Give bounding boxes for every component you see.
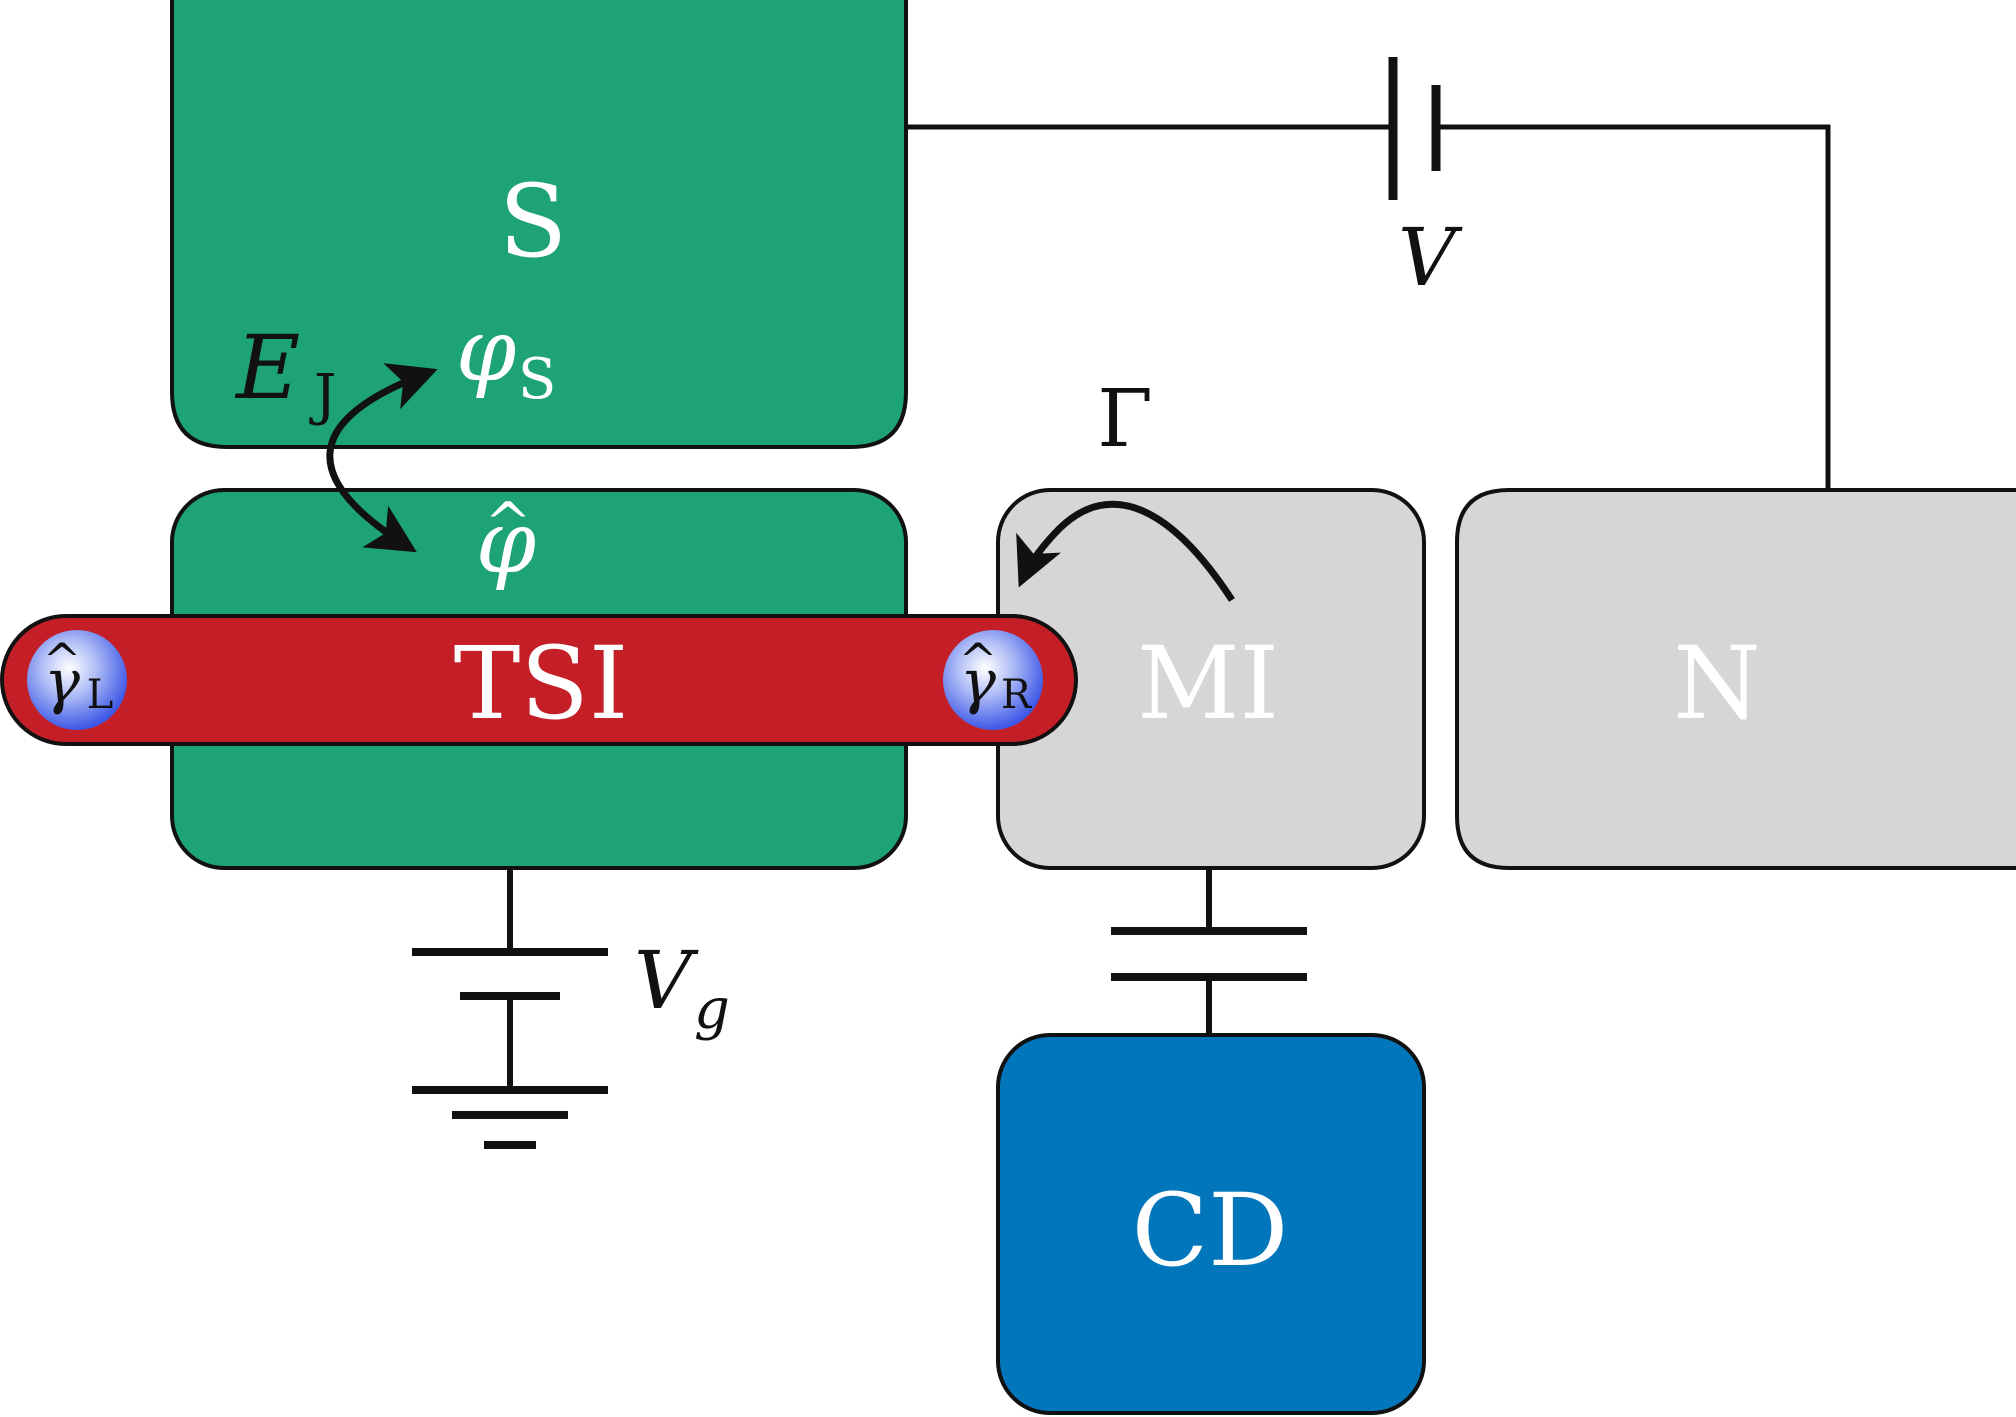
- superconductor-label: S: [499, 163, 568, 280]
- normal-lead-block: N: [1455, 488, 2016, 870]
- tsi-label: TSI: [454, 625, 629, 742]
- bias-circuit: [906, 124, 1831, 490]
- phase-s-symbol: φ: [456, 301, 516, 401]
- bias-voltage-label: V: [1398, 211, 1463, 304]
- majorana-right-hat: ^: [959, 633, 998, 687]
- charge-detector-shape: [996, 1033, 1426, 1415]
- tsi-shape: [0, 614, 1078, 746]
- josephson-coupling-arrow: [326, 363, 438, 553]
- phase-operator-label: ^ φ: [476, 491, 536, 593]
- gate-voltage-symbol: V: [634, 934, 699, 1027]
- josephson-label: E J: [234, 316, 336, 428]
- superconductor-shape: [170, 0, 908, 449]
- phase-operator-hat: ^: [485, 491, 532, 556]
- majorana-left-sphere: [27, 630, 127, 730]
- gate-voltage-label: V g: [634, 934, 730, 1042]
- gate-voltage-subscript: g: [694, 977, 730, 1042]
- josephson-symbol: E: [234, 316, 300, 419]
- battery-icon: [1388, 57, 1441, 200]
- phase-s-subscript: S: [518, 347, 556, 412]
- majorana-right-symbol: γ: [960, 647, 996, 717]
- tunneling-label: Γ: [1097, 372, 1153, 465]
- majorana-right-sphere: [943, 630, 1043, 730]
- josephson-subscript: J: [309, 363, 336, 428]
- normal-lead-shape: [1455, 488, 2016, 870]
- phase-operator-symbol: φ: [476, 493, 536, 593]
- majorana-left-subscript: L: [87, 672, 114, 718]
- magnetic-insulator-block: MI: [996, 488, 1426, 870]
- magnetic-insulator-label: MI: [1137, 625, 1279, 742]
- majorana-left-hat: ^: [43, 633, 82, 687]
- tunneling-arrow: [1016, 500, 1235, 602]
- battery-icon: [412, 948, 608, 1000]
- phase-s-label: φ S: [456, 301, 556, 412]
- charge-detector-label: CD: [1132, 1172, 1289, 1289]
- majorana-right-subscript: R: [1001, 672, 1033, 718]
- superconductor-block: S: [170, 0, 908, 449]
- majorana-left: ^ γ L: [27, 630, 127, 730]
- gate-circuit: [412, 868, 608, 1149]
- capacitor-icon: [1111, 868, 1307, 1035]
- charge-detector-block: CD: [996, 1033, 1426, 1415]
- majorana-left-symbol: γ: [44, 647, 80, 717]
- ground-icon: [412, 1086, 608, 1149]
- majorana-right: ^ γ R: [943, 630, 1043, 730]
- normal-lead-label: N: [1673, 625, 1761, 742]
- tsi-nanowire: TSI: [0, 614, 1078, 746]
